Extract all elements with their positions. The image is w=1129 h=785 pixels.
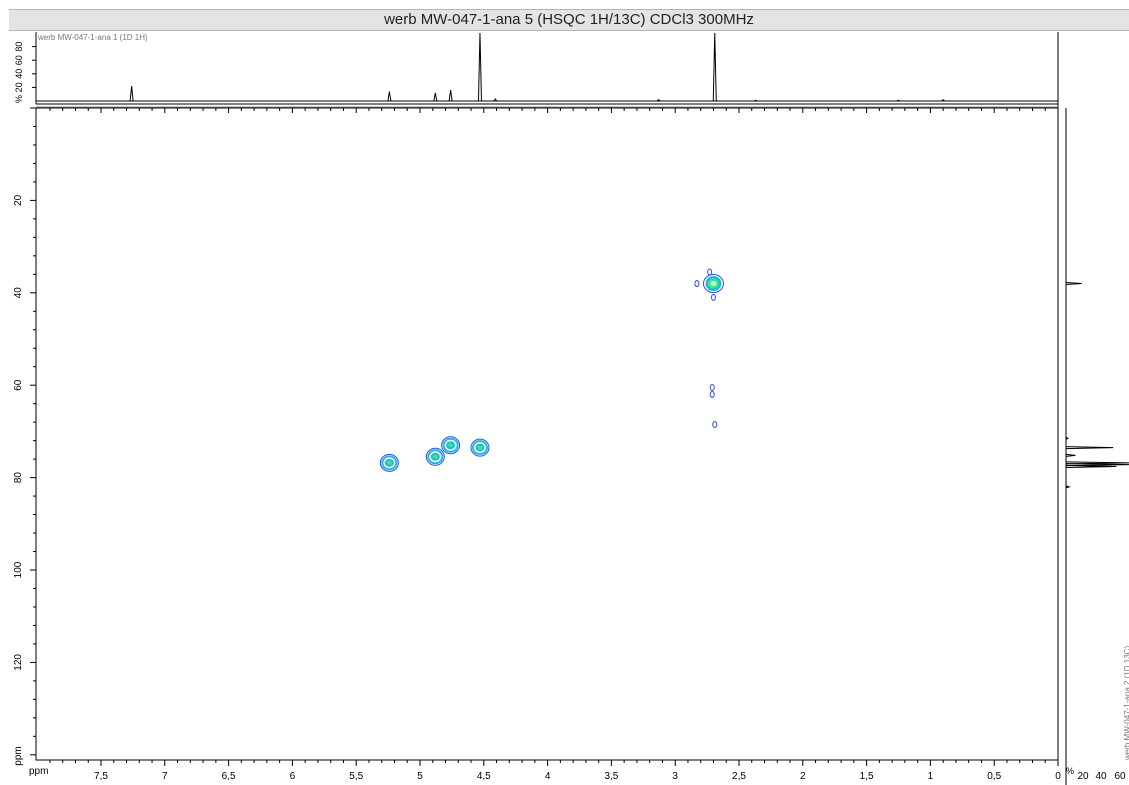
top-spectrum-peak [941, 98, 945, 102]
side-x-tick-label: 20 [1077, 771, 1089, 782]
contour-outer [441, 436, 461, 455]
side-spectrum-peak [1065, 485, 1071, 489]
contour-outer [425, 447, 445, 466]
x-tick-label: 4,5 [477, 771, 491, 782]
x-tick-label: 1 [928, 771, 934, 782]
contour-mid [381, 455, 398, 471]
side-spectrum-peak [1065, 461, 1129, 465]
x-tick-label: 0 [1055, 771, 1061, 782]
top-spectrum-peak [712, 32, 717, 102]
top-spectrum-peak [448, 90, 453, 102]
top-y-tick-label: 20 [14, 82, 24, 92]
top-spectrum-peak [753, 99, 758, 102]
cross-peak [707, 268, 713, 276]
y-tick-label: 20 [13, 194, 24, 206]
top-spectrum-peak [387, 91, 392, 102]
cross-peak [470, 438, 490, 457]
cross-peak [694, 280, 700, 288]
x-tick-label: 6,5 [222, 771, 236, 782]
cross-peak [379, 453, 399, 472]
contour-outer [709, 390, 715, 398]
top-y-tick-label: 80 [14, 42, 24, 52]
contour-outer [707, 268, 713, 276]
y-tick-label: 40 [13, 287, 24, 299]
contour-outer [709, 384, 715, 392]
x-tick-label: 5 [417, 771, 423, 782]
top-spectrum-peak [656, 98, 661, 102]
x-tick-label: 3,5 [604, 771, 618, 782]
top-spectrum-peak [493, 98, 498, 102]
cross-peak [709, 384, 715, 392]
cross-peak [710, 293, 716, 301]
side-x-tick-label: 40 [1095, 771, 1107, 782]
side-1d-spectrum: 20 40 60% werb MW-047-1-ana 2 (1D 13C) [1065, 108, 1129, 785]
side-spectrum-peak [1065, 446, 1114, 450]
side-spectrum-peak [1065, 465, 1117, 469]
contour-inner [448, 443, 454, 448]
y-tick-label: 120 [13, 654, 24, 671]
side-spectrum-peak [1065, 453, 1076, 457]
x-tick-label: 2 [800, 771, 806, 782]
side-spectrum-peak [1065, 436, 1069, 440]
y-tick-label: 60 [13, 379, 24, 391]
contour-outer [712, 420, 718, 428]
side-x-unit: % [1066, 766, 1074, 776]
top-spectrum-peak [477, 32, 482, 102]
contour-inner [432, 454, 438, 459]
x-tick-label: 7,5 [94, 771, 108, 782]
side-x-tick-label: 60 [1114, 771, 1126, 782]
contour-outer [710, 293, 716, 301]
contour-mid [471, 440, 488, 456]
plot-title: werb MW-047-1-ana 5 (HSQC 1H/13C) CDCl3 … [9, 9, 1129, 31]
x-tick-label: 1,5 [860, 771, 874, 782]
cross-peak [441, 436, 461, 455]
x-tick-label: 5,5 [349, 771, 363, 782]
contour-mid [427, 449, 444, 465]
y-tick-label: 100 [13, 561, 24, 578]
cross-peak [709, 390, 715, 398]
cross-peak [712, 420, 718, 428]
x-tick-label: 7 [162, 771, 168, 782]
contour-outer [379, 453, 399, 472]
x-tick-label: 0,5 [987, 771, 1001, 782]
x-tick-label: 2,5 [732, 771, 746, 782]
x-tick-label: 3 [672, 771, 678, 782]
contour-core [710, 281, 717, 287]
top-spectrum-peak [896, 99, 901, 102]
y-unit-label: ppm [13, 746, 24, 765]
x-tick-label: 6 [290, 771, 296, 782]
top-spectrum-peak [129, 85, 134, 102]
x-unit-label: ppm [29, 766, 48, 777]
contour-outer [702, 274, 724, 294]
2d-plot-area[interactable] [379, 268, 724, 472]
y-tick-label: 80 [13, 472, 24, 484]
contour-inner [477, 445, 483, 450]
cross-peak [702, 274, 724, 294]
contour-outer [694, 280, 700, 288]
cross-peak [425, 447, 445, 466]
side-spectrum-label: werb MW-047-1-ana 2 (1D 13C) [1123, 646, 1129, 761]
side-spectrum-peak [1065, 282, 1082, 286]
side-spectrum-peak [1065, 463, 1129, 467]
top-y-tick-label: 40 [14, 69, 24, 79]
contour-inner [386, 460, 392, 465]
top-y-tick-label: 60 [14, 55, 24, 65]
plot-frame [35, 107, 1059, 761]
top-spectrum-peak [433, 92, 438, 102]
contour-mid [442, 437, 459, 453]
top-spectrum-label: werb MW-047-1-ana 1 (1D 1H) [37, 33, 148, 42]
contour-outer [470, 438, 490, 457]
top-1d-spectrum: werb MW-047-1-ana 1 (1D 1H) 20 40 60 80% [14, 32, 1058, 103]
top-y-unit: % [14, 95, 24, 103]
axes: 7,5 7 6,5 6 5,5 5 4,5 4 3,5 3 2,5 2 1,5 1 0,5 0 ppm 20 40 6… [13, 32, 1061, 782]
x-tick-label: 4 [545, 771, 551, 782]
